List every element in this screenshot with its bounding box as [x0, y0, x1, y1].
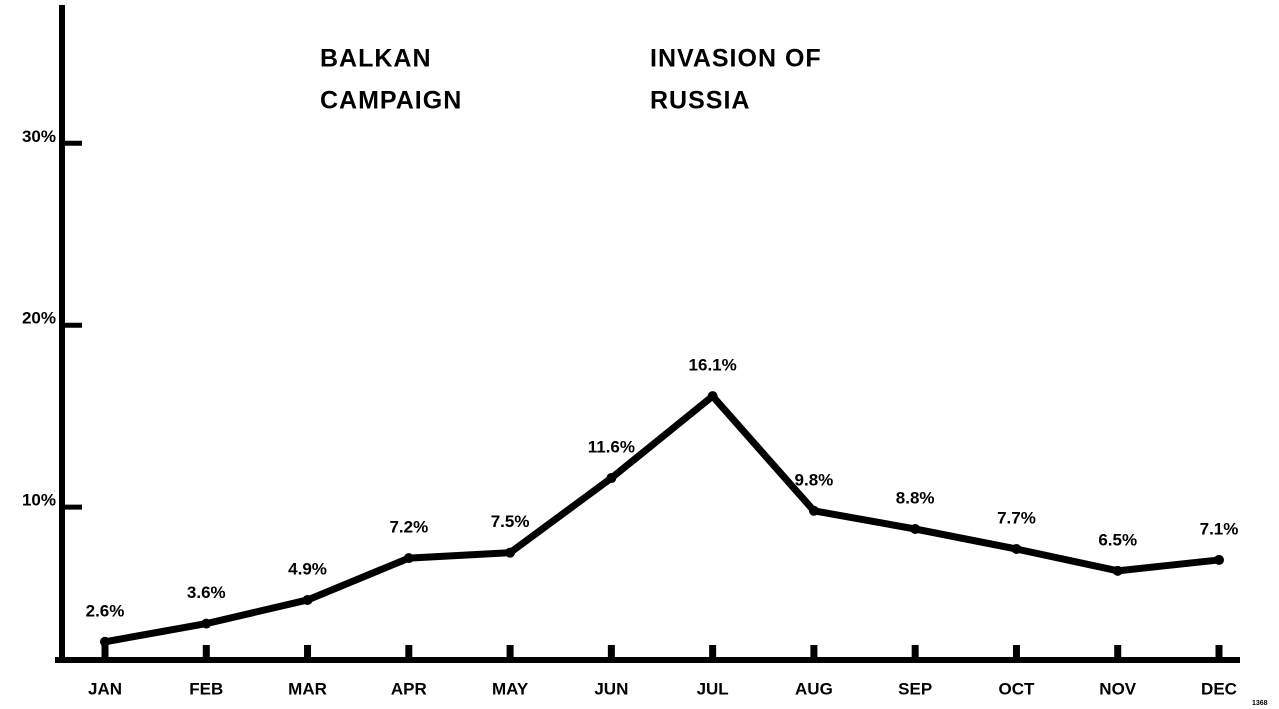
- annotation: INVASION OF: [650, 45, 822, 73]
- data-point: [302, 594, 313, 605]
- x-tick-label: APR: [391, 679, 427, 698]
- x-tick-label: SEP: [898, 679, 932, 698]
- data-point: [606, 473, 617, 484]
- data-point: [1011, 544, 1022, 555]
- data-point: [403, 553, 414, 564]
- footnote: 1368: [1252, 700, 1268, 707]
- data-point: [100, 636, 110, 647]
- data-label: 7.2%: [389, 518, 428, 537]
- x-tick-label: FEB: [189, 679, 223, 698]
- x-tick-label: JAN: [88, 679, 122, 698]
- y-tick-label: 10%: [22, 491, 56, 510]
- annotation: BALKAN: [320, 45, 432, 73]
- data-point: [505, 547, 516, 558]
- data-label: 7.5%: [491, 512, 530, 531]
- data-point: [1214, 554, 1224, 565]
- x-tick-label: JUL: [697, 679, 729, 698]
- data-point: [707, 391, 718, 402]
- x-tick-label: JUN: [594, 679, 628, 698]
- data-label: 2.6%: [86, 601, 125, 620]
- x-tick-label: OCT: [999, 679, 1036, 698]
- y-tick-label: 30%: [22, 127, 56, 146]
- x-tick-label: MAY: [492, 679, 529, 698]
- data-point: [808, 505, 819, 516]
- annotation: CAMPAIGN: [320, 87, 462, 115]
- data-label: 11.6%: [588, 438, 635, 457]
- data-label: 9.8%: [795, 470, 834, 489]
- data-point: [910, 524, 921, 534]
- y-tick-label: 20%: [22, 309, 56, 328]
- data-label: 7.7%: [997, 508, 1036, 527]
- x-tick-label: MAR: [288, 679, 327, 698]
- data-line: [104, 392, 1220, 646]
- data-label: 4.9%: [288, 559, 327, 578]
- data-label: 6.5%: [1098, 530, 1137, 549]
- x-tick-label: DEC: [1201, 679, 1237, 698]
- x-tick-label: AUG: [795, 679, 833, 698]
- annotation: RUSSIA: [650, 87, 750, 115]
- data-point: [1112, 565, 1123, 576]
- data-label: 3.6%: [187, 583, 226, 602]
- x-tick-label: NOV: [1099, 679, 1137, 698]
- data-label: 7.1%: [1200, 519, 1239, 538]
- data-label: 8.8%: [896, 488, 935, 507]
- data-label: 16.1%: [689, 356, 737, 375]
- data-point: [201, 618, 212, 629]
